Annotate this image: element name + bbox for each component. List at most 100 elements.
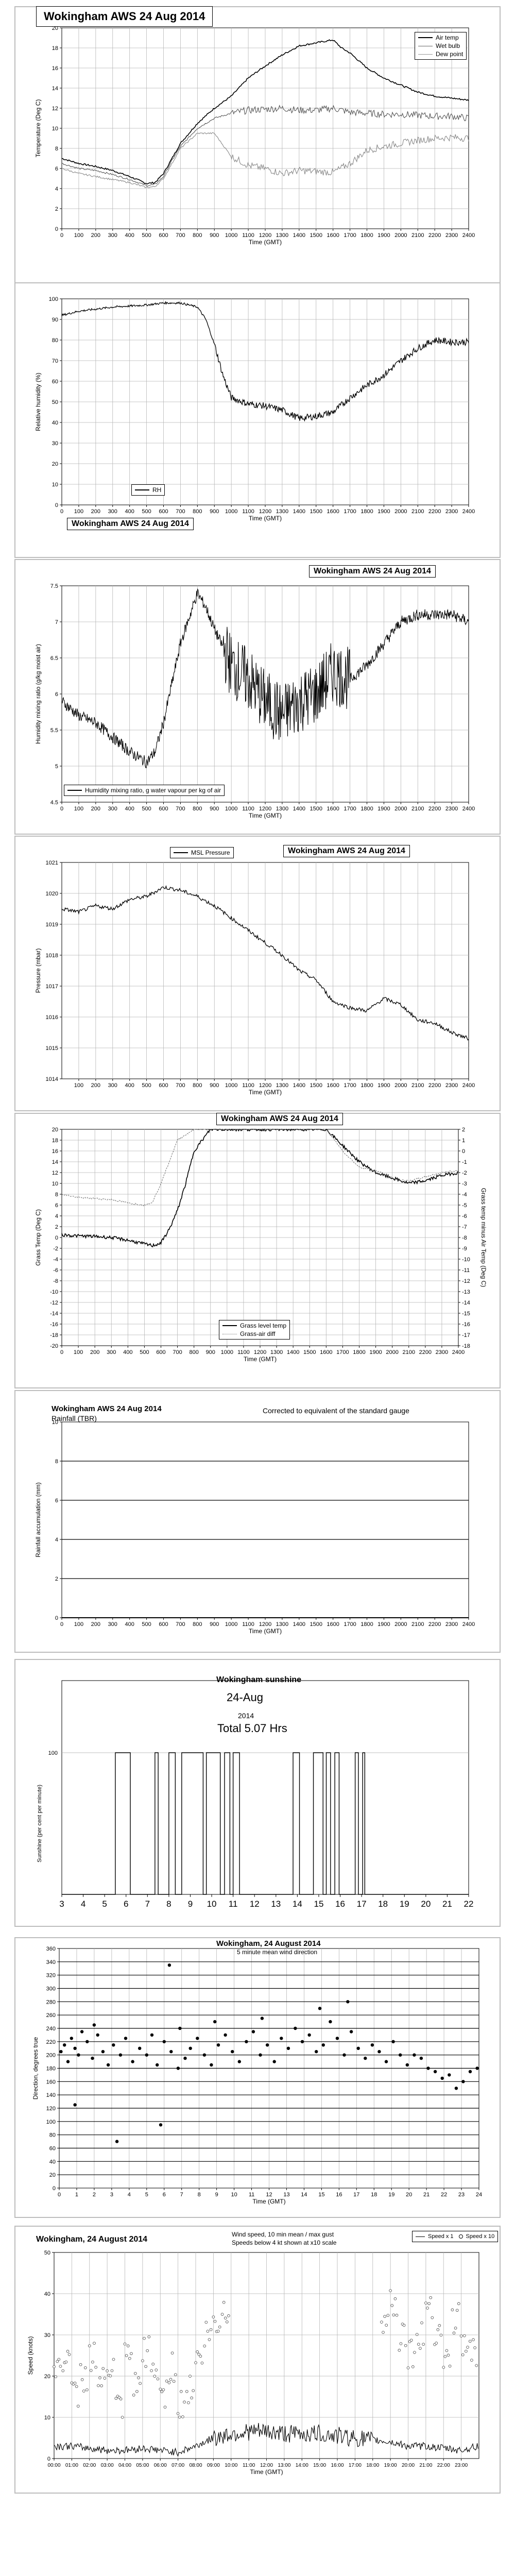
data-point (112, 2043, 115, 2047)
tick-label-x: 2400 (462, 1082, 475, 1089)
data-point (188, 2046, 192, 2050)
tick-label-x: 2000 (394, 509, 407, 515)
tick-label-x: 17 (357, 1899, 367, 1909)
tick-label-y: -18 (50, 1332, 58, 1338)
tick-label-x: 1600 (320, 1349, 332, 1355)
tick-label-x: 900 (210, 232, 219, 239)
tick-label-x: 7 (145, 1899, 150, 1909)
tick-label-x: 1900 (377, 232, 390, 239)
data-point (150, 2033, 154, 2037)
x-axis-label: Time (GMT) (249, 515, 282, 522)
tick-label-x: 9 (215, 2192, 218, 2198)
data-point-x10 (194, 2361, 197, 2364)
data-point-x10 (218, 2325, 221, 2329)
tick-label-x: 1700 (336, 1349, 349, 1355)
data-point-x10 (465, 2349, 468, 2353)
grass-legend: Grass level temp Grass-air diff (219, 1320, 290, 1340)
data-point (224, 2033, 227, 2037)
tick-label-x: 00:00 (47, 2463, 60, 2468)
tick-label-x: 1800 (353, 1349, 365, 1355)
data-point (124, 2037, 128, 2040)
tick-label-x: 1500 (310, 232, 322, 239)
tick-label-x: 1900 (377, 1082, 390, 1089)
tick-label-x: 13:00 (278, 2463, 290, 2468)
data-point-x10 (386, 2314, 390, 2317)
tick-label-x: 1000 (221, 1349, 233, 1355)
tick-label-x: 1300 (270, 1349, 283, 1355)
data-point-x10 (97, 2384, 100, 2387)
tick-label-y: 0 (55, 1235, 58, 1241)
tick-label-x: 2400 (462, 509, 475, 515)
data-point (210, 2063, 213, 2067)
y-axis-label: Temperature (Deg C) (35, 99, 42, 158)
data-point (178, 2026, 182, 2030)
tick-label-y: -4 (53, 1257, 58, 1263)
data-point-x10 (80, 2378, 84, 2381)
tick-label-y: 70 (52, 358, 58, 364)
humidity-legend: RH (131, 484, 165, 496)
tick-label-y: 10 (52, 126, 58, 132)
tick-label-y: 160 (46, 2079, 56, 2085)
tick-label-x: 4 (81, 1899, 85, 1909)
tick-label-x: 11:00 (243, 2463, 255, 2468)
rainfall-title: Wokingham AWS 24 Aug 2014 (52, 1404, 162, 1413)
data-point (91, 2056, 94, 2060)
y-axis-label: Pressure (mbar) (35, 948, 42, 993)
data-point-x10 (75, 2385, 78, 2388)
data-point-x10 (94, 2366, 97, 2369)
tick-label-x: 600 (159, 1082, 168, 1089)
tick-label-x: 5 (145, 2192, 148, 2198)
data-point-x10 (109, 2374, 112, 2378)
mixing-ratio-chart: 0 100 200 300 400 500 600 700 800 900 1000 1100 1200… (35, 583, 475, 819)
tick-label-y: 120 (46, 2106, 56, 2112)
tick-label-x: 1300 (276, 1621, 288, 1628)
y-axis-label: Grass Temp (Deg C) (35, 1209, 42, 1266)
data-point-x10 (141, 2359, 144, 2363)
tick-label-y: 14 (52, 1159, 58, 1165)
tick-label-y: 50 (44, 2250, 50, 2256)
tick-label-x: 4 (128, 2192, 131, 2198)
tick-label-x: 400 (125, 1082, 134, 1089)
tick-label-x: 20 (406, 2192, 412, 2198)
tick-label-y2: -1 (462, 1159, 467, 1165)
wind-speed-chart: 00:00 01:00 02:00 03:00 04:00 05:00 06:00 07:00… (27, 2250, 479, 2476)
tick-label-x: 400 (123, 1349, 132, 1355)
data-point-x10 (91, 2360, 94, 2364)
tick-label-x: 6 (124, 1899, 128, 1909)
tick-label-x: 2000 (394, 1082, 407, 1089)
sunshine-total: Total 5.07 Hrs (217, 1722, 287, 1735)
pressure-title: Wokingham AWS 24 Aug 2014 (283, 845, 410, 857)
tick-label-x: 1900 (377, 806, 390, 812)
tick-label-y: 8 (55, 1459, 58, 1465)
tick-label-x: 800 (193, 509, 202, 515)
tick-label-y: 2 (55, 206, 58, 212)
x-axis-label: Time (GMT) (249, 812, 282, 819)
data-point (335, 2037, 339, 2040)
data-point (405, 2063, 409, 2067)
tick-label-x: 100 (74, 509, 83, 515)
data-point-x10 (427, 2302, 431, 2306)
data-point-x10 (76, 2404, 80, 2408)
data-point-x10 (146, 2349, 149, 2352)
tick-label-x: 22:00 (437, 2463, 450, 2468)
tick-label-x: 2000 (394, 1621, 407, 1628)
data-point (468, 2070, 472, 2074)
tick-label-x: 15 (314, 1899, 323, 1909)
tick-label-x: 2100 (403, 1349, 415, 1355)
tick-label-x: 0 (60, 1621, 63, 1628)
data-point-x10 (73, 2381, 77, 2385)
tick-label-x: 1200 (259, 232, 271, 239)
plot-area (61, 1680, 469, 1895)
data-point (384, 2060, 388, 2063)
tick-label-x: 1100 (242, 1621, 254, 1628)
tick-label-x: 1200 (259, 1082, 271, 1089)
tick-label-x: 300 (108, 509, 117, 515)
data-point-x10 (185, 2389, 188, 2393)
data-point-x10 (190, 2396, 193, 2400)
data-point (272, 2060, 276, 2063)
tick-label-x: 11 (249, 2192, 254, 2198)
y-axis-label: Direction, degrees true (32, 2037, 39, 2099)
series-line-dew-point (61, 132, 469, 189)
tick-label-x: 400 (125, 232, 134, 239)
tick-label-x: 2300 (436, 1349, 448, 1355)
